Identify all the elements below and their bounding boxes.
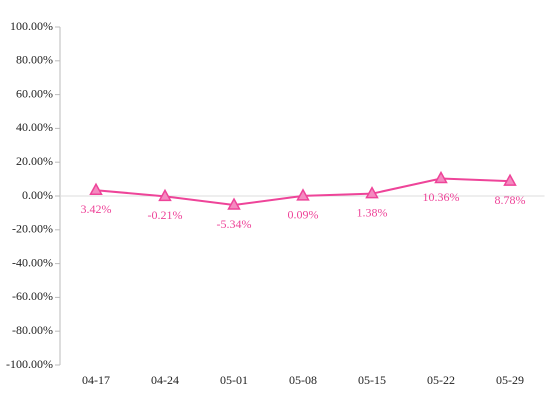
y-tick-label: -60.00% xyxy=(12,289,53,303)
y-tick-label: -80.00% xyxy=(12,323,53,337)
data-label: 0.09% xyxy=(288,208,319,222)
x-tick-label: 05-22 xyxy=(427,373,455,387)
y-tick-label: -40.00% xyxy=(12,255,53,269)
x-tick-label: 05-01 xyxy=(220,373,248,387)
data-label: -0.21% xyxy=(148,208,183,222)
point-marker xyxy=(158,188,172,202)
y-tick-label: -100.00% xyxy=(6,357,53,371)
x-tick-label: 05-29 xyxy=(496,373,524,387)
y-tick-label: 0.00% xyxy=(22,188,53,202)
x-tick-label: 04-17 xyxy=(82,373,110,387)
x-tick-label: 04-24 xyxy=(151,373,179,387)
x-tick-label: 05-08 xyxy=(289,373,317,387)
data-label: -5.34% xyxy=(217,217,252,231)
point-marker xyxy=(365,186,379,199)
data-label: 8.78% xyxy=(495,193,526,207)
point-marker xyxy=(227,197,241,210)
point-marker xyxy=(296,188,310,201)
data-label: 3.42% xyxy=(81,202,112,216)
x-tick-label: 05-15 xyxy=(358,373,386,387)
y-tick-label: 80.00% xyxy=(16,53,53,67)
point-marker xyxy=(89,182,103,195)
data-label: 1.38% xyxy=(357,205,388,219)
y-tick-label: 40.00% xyxy=(16,120,53,134)
data-label: 10.36% xyxy=(423,190,460,204)
y-tick-label: 60.00% xyxy=(16,86,53,100)
y-tick-label: 100.00% xyxy=(10,19,53,33)
y-tick-label: -20.00% xyxy=(12,222,53,236)
point-marker xyxy=(434,170,448,184)
point-marker xyxy=(503,173,517,186)
y-tick-label: 20.00% xyxy=(16,154,53,168)
